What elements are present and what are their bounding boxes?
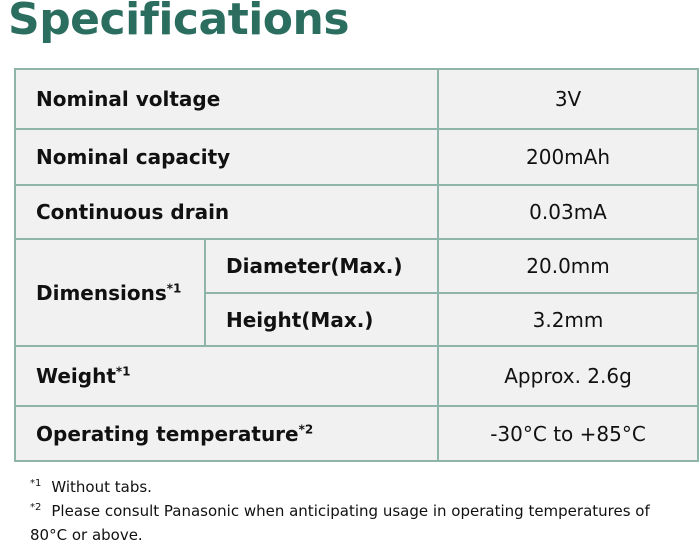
value: 20.0mm [437, 238, 700, 294]
spec-table: Nominal voltage 3V Nominal capacity 200m… [13, 68, 700, 462]
label: Nominal capacity [13, 128, 440, 186]
note: *1 [115, 364, 131, 379]
value: 3.2mm [437, 292, 700, 347]
note: *2 [298, 421, 314, 436]
row: Operating temperature*2 -30°C to +85°C [13, 405, 700, 462]
label-text: Weight [36, 364, 116, 388]
row: Height(Max.) 3.2mm [15, 292, 700, 347]
sub-label: Diameter(Max.) [203, 238, 440, 294]
label: Nominal voltage [13, 68, 440, 130]
value: 0.03mA [437, 184, 700, 240]
row: Dimensions*1 Diameter(Max.) 20.0mm [14, 238, 700, 347]
value: -30°C to +85°C [437, 405, 700, 462]
note: *1 [166, 280, 182, 295]
footnote: *1 Without tabs. [30, 472, 685, 499]
label: Operating temperature*2 [13, 405, 440, 462]
value: 200mAh [437, 128, 700, 186]
label: Weight*1 [13, 345, 440, 407]
footnote-mark: *2 [30, 502, 42, 513]
label-text: Dimensions [36, 280, 167, 305]
footnote-mark: *1 [30, 478, 42, 489]
row: Weight*1 Approx. 2.6g [13, 345, 700, 407]
footnote-text: Without tabs. [51, 478, 152, 496]
footnote-text: Please consult Panasonic when anticipati… [30, 502, 650, 544]
label: Dimensions*1 [14, 238, 206, 347]
value: 3V [437, 68, 700, 130]
sub-label: Height(Max.) [203, 292, 440, 347]
label-text: Operating temperature [36, 421, 299, 446]
value: Approx. 2.6g [437, 345, 700, 407]
row: Nominal voltage 3V [13, 68, 700, 130]
row: Continuous drain 0.03mA [13, 184, 700, 240]
row: Nominal capacity 200mAh [13, 128, 700, 186]
label: Continuous drain [13, 184, 440, 240]
title: Specifications [8, 0, 350, 45]
footnote: *2 Please consult Panasonic when anticipa… [30, 496, 685, 547]
